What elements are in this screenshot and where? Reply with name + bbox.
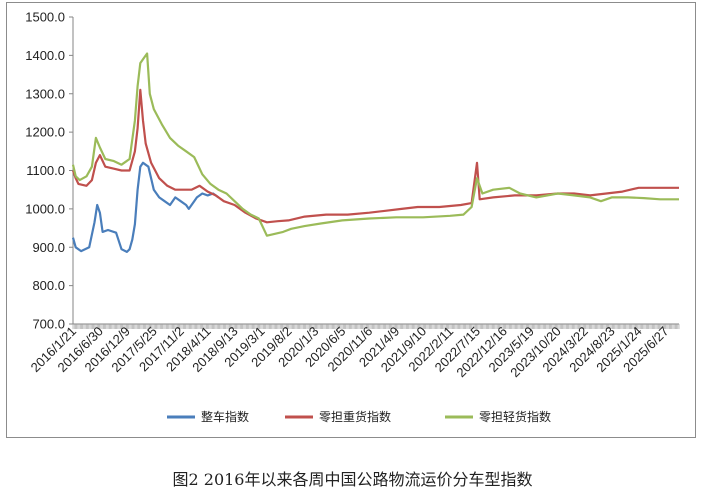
legend-label-2: 零担重货指数 [319,409,391,424]
line-chart: 700.0 800.0 900.0 1000.0 1100.0 1200.0 1300.0 1… [25,10,680,424]
series-line-1 [71,161,220,253]
y-tick-label: 900.0 [32,240,65,255]
y-tick-label: 1300.0 [25,86,65,101]
legend-label-1: 整车指数 [201,409,249,424]
legend-label-3: 零担轻货指数 [479,409,551,424]
chart-frame: 700.0 800.0 900.0 1000.0 1100.0 1200.0 1300.0 1… [6,2,696,438]
series-line-2 [71,88,679,224]
series-line-3 [71,52,679,237]
y-tick-label: 1000.0 [25,201,65,216]
y-tick-label: 700.0 [32,317,65,332]
y-tick-label: 1500.0 [25,10,65,25]
y-tick-label: 800.0 [32,278,65,293]
y-tick-label: 1200.0 [25,125,65,140]
y-tick-label: 1100.0 [26,163,65,178]
y-tick-label: 1400.0 [25,48,65,63]
figure-caption: 图2 2016年以来各周中国公路物流运价分车型指数 [172,470,533,489]
